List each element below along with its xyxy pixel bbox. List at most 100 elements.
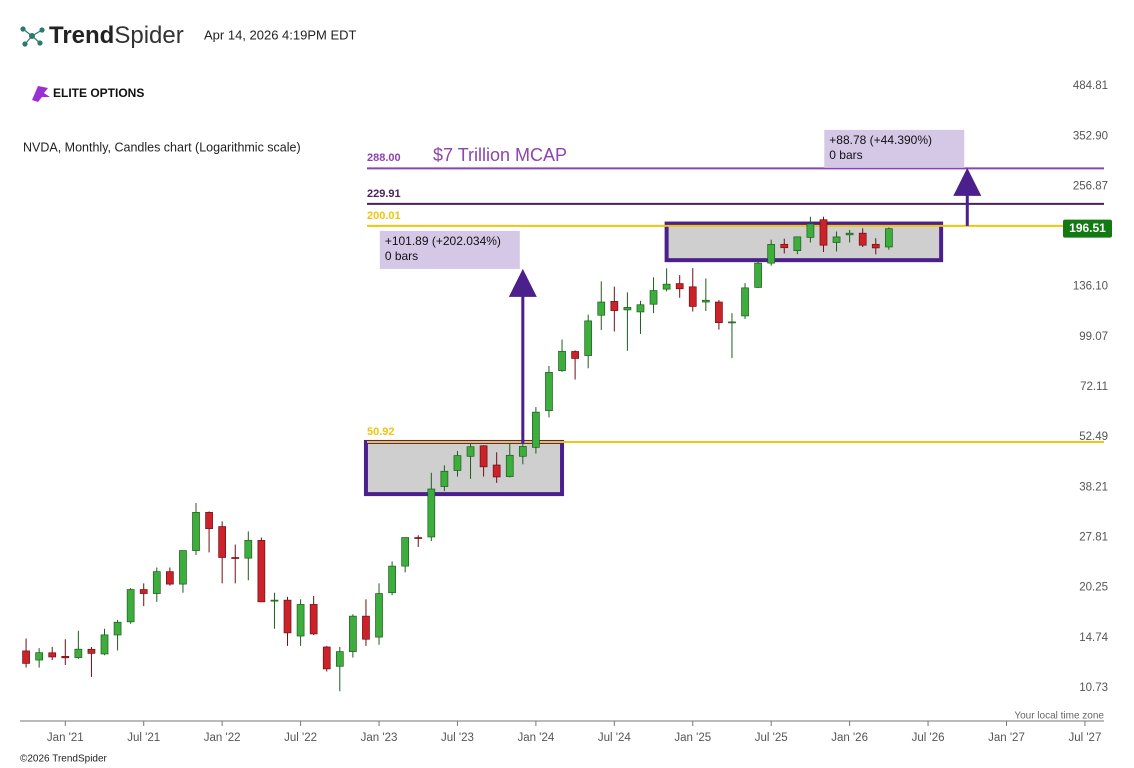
candle-body (832, 236, 841, 243)
candle-body (505, 454, 514, 477)
candle-body (479, 445, 488, 468)
candle-body (296, 604, 305, 637)
level-label: 50.92 (367, 426, 395, 438)
candle-body (87, 648, 96, 654)
candle-body (584, 320, 593, 356)
y-tick-label: 256.87 (1073, 180, 1108, 192)
x-tick-label: Jan '21 (47, 732, 84, 744)
brand-light: Spider (114, 22, 183, 49)
measure-label-box (379, 230, 520, 269)
candle-body (688, 286, 697, 307)
brand: TrendSpider (49, 22, 184, 49)
candle-body (257, 540, 266, 603)
candle-body (793, 236, 802, 251)
measure-text: +101.89 (+202.034%) (385, 234, 501, 248)
y-tick-label: 136.10 (1073, 281, 1108, 293)
timestamp: Apr 14, 2026 4:19PM EDT (204, 27, 357, 42)
brand-bold: Trend (49, 22, 114, 49)
y-tick-label: 352.90 (1073, 130, 1108, 142)
candle-body (492, 464, 501, 478)
candle-body (571, 351, 579, 359)
candle-body (192, 512, 200, 551)
candle-body (335, 651, 344, 667)
candle-body (218, 526, 227, 558)
candle-body (113, 621, 122, 636)
candle-body (375, 593, 383, 638)
y-tick-label: 99.07 (1079, 331, 1108, 343)
candle-body (414, 537, 423, 539)
x-tick-label: Jan '27 (988, 732, 1025, 744)
candle-body (558, 350, 566, 371)
x-tick-label: Jul '25 (755, 732, 788, 744)
candle-body (427, 488, 436, 538)
candle-body (270, 599, 279, 602)
candle-body (453, 455, 462, 471)
x-tick-label: Jan '26 (831, 732, 868, 744)
candle-body (741, 287, 749, 317)
logo-icon (20, 26, 45, 47)
y-tick-label: 14.74 (1079, 632, 1108, 644)
candle-body (597, 301, 606, 316)
x-tick-label: Jan '24 (518, 732, 555, 744)
x-tick-label: Jul '24 (598, 732, 631, 744)
measure-text: +88.78 (+44.390%) (829, 133, 932, 147)
candle-body (139, 589, 148, 594)
candle-body (715, 301, 723, 323)
candle-body (388, 565, 396, 594)
measure-label-box (824, 129, 965, 168)
candle-body (22, 650, 30, 664)
candle-body (74, 648, 83, 658)
candle-body (401, 537, 410, 567)
candle-body (205, 512, 213, 530)
candle-body (728, 321, 736, 324)
y-tick-label: 20.25 (1079, 582, 1108, 594)
candle-body (754, 262, 762, 288)
y-tick-label: 38.21 (1079, 481, 1108, 493)
x-tick-label: Jan '25 (674, 732, 711, 744)
candle-body (871, 243, 880, 249)
candle-body (466, 446, 475, 457)
level-label: 288.00 (367, 152, 401, 164)
y-tick-label: 52.49 (1079, 431, 1108, 443)
candle-body (806, 223, 815, 238)
y-tick-label: 10.73 (1079, 682, 1108, 694)
candle-body (819, 219, 828, 246)
candle-body (636, 304, 645, 313)
candle-body (283, 599, 292, 634)
candle-body (362, 615, 370, 640)
candle-body (701, 299, 710, 303)
candle-body (100, 634, 109, 655)
candle-body (35, 652, 43, 661)
x-tick-label: Jan '22 (204, 732, 241, 744)
x-tick-label: Jul '27 (1068, 732, 1101, 744)
range-box (664, 221, 944, 263)
y-tick-label: 27.81 (1079, 532, 1108, 544)
candle-body (780, 243, 789, 249)
candle-body (623, 307, 632, 311)
candle-body (662, 283, 671, 290)
x-tick-label: Jan '23 (361, 732, 398, 744)
candle-body (61, 656, 70, 659)
candle-body (610, 301, 619, 311)
price-tag-label: 196.51 (1069, 221, 1106, 235)
candle-body (845, 232, 854, 236)
candle-body (649, 290, 658, 305)
badge-icon (32, 86, 50, 102)
candle-body (545, 372, 553, 411)
candle-body (349, 615, 357, 652)
candle-body (48, 652, 57, 658)
range-box (363, 439, 565, 497)
badge: ELITE OPTIONS (53, 86, 144, 100)
timezone: Your local time zone (1014, 711, 1104, 722)
candle-body (767, 244, 776, 264)
candle-body (244, 540, 253, 559)
candle-body (322, 646, 331, 670)
x-tick-label: Jul '22 (284, 732, 317, 744)
x-tick-label: Jul '21 (127, 732, 160, 744)
level-label: 200.01 (367, 210, 401, 222)
candle-body (231, 557, 240, 559)
candle-body (440, 470, 449, 487)
y-tick-label: 484.81 (1073, 80, 1108, 92)
candle-body (179, 550, 187, 585)
